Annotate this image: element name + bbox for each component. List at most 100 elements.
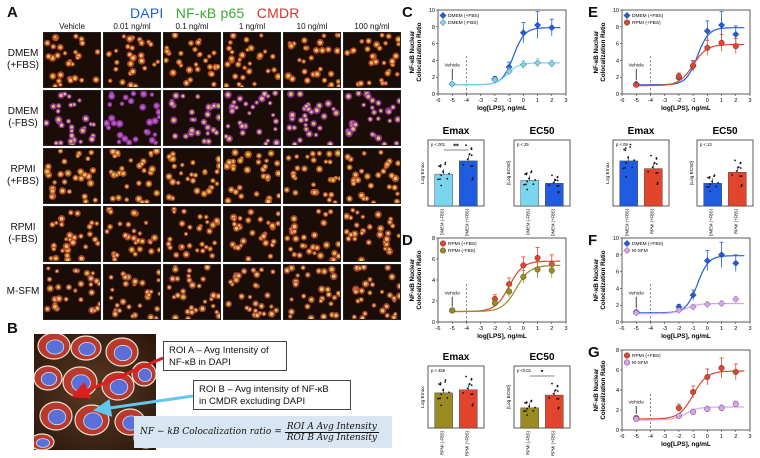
roi-b-arrow <box>93 394 194 417</box>
plot-frame <box>427 139 485 207</box>
y-axis-label: [Log EC50] <box>506 161 512 185</box>
x-tick-label: -1 <box>507 326 512 332</box>
y-tick-label: 6 <box>432 42 435 48</box>
vehicle-annotation: Vehicle <box>444 62 460 68</box>
replicate-dot <box>715 185 718 188</box>
replicate-dot <box>534 179 536 181</box>
legend-entry: RPMI (-FBS) <box>448 248 476 254</box>
x-tick-label: -5 <box>634 434 639 440</box>
y-tick-label: 10 <box>613 8 619 14</box>
replicate-dot <box>739 175 742 178</box>
x-tick-label: -2 <box>676 434 681 440</box>
y-tick-label: 4 <box>616 286 619 292</box>
data-point <box>548 24 556 32</box>
replicate-dot <box>448 391 450 394</box>
data-point <box>448 80 456 88</box>
replicate-dot <box>462 163 464 166</box>
x-axis-label: log[LPS], ng/mL <box>477 105 527 112</box>
fit-curve <box>449 62 561 86</box>
plot-frame <box>513 365 571 429</box>
formula-fraction: ROI A Avg Intensity ROI B Avg Intensity <box>284 422 379 443</box>
x-tick-label: 3 <box>564 98 567 104</box>
replicate-dot <box>655 163 658 165</box>
x-tick-label: -4 <box>648 326 653 332</box>
p-value: p <0.01 <box>517 368 532 373</box>
bar <box>459 160 478 207</box>
x-tick-label: -4 <box>648 98 653 104</box>
replicate-dot <box>552 181 555 184</box>
data-point <box>534 254 541 261</box>
replicate-dot <box>709 190 712 193</box>
data-point <box>449 307 456 314</box>
replicate-dot <box>656 181 659 184</box>
data-point <box>732 295 740 303</box>
x-tick-label: 2 <box>734 434 737 440</box>
stain-label-nfkb: NF-κB p65 <box>175 5 245 21</box>
y-axis-label: Colocalization Ratio <box>600 360 607 419</box>
x-axis-label: log[LPS], ng/mL <box>477 333 527 340</box>
replicate-dot <box>470 393 473 396</box>
replicate-dot <box>525 183 527 186</box>
replicate-dot <box>471 178 474 181</box>
roi-b-line2: in CMDR excluding DAPI <box>199 396 306 407</box>
plot-frame <box>621 9 751 95</box>
y-tick-label: 0 <box>616 428 619 434</box>
x-tick-label: -6 <box>620 326 625 332</box>
plot-frame <box>437 9 567 95</box>
colocalization-formula: NF − kB Colocalization ratio = ROI A Avg… <box>134 416 392 448</box>
replicate-dot <box>437 178 439 181</box>
data-point <box>704 406 711 413</box>
x-tick-label: 3 <box>564 326 567 332</box>
bar-category-label: RPMI (+FBS) <box>733 208 738 234</box>
x-tick-label: 2 <box>550 326 553 332</box>
x-tick-label: -6 <box>620 434 625 440</box>
data-point <box>623 12 631 19</box>
replicate-dot <box>444 163 446 166</box>
replicate-dot <box>655 172 658 174</box>
bar-chart-title: EC50 <box>529 352 554 363</box>
data-point <box>718 21 726 29</box>
y-tick-label: 2 <box>616 408 619 414</box>
replicate-dot <box>530 171 532 174</box>
data-point <box>718 365 725 372</box>
fit-curve <box>633 302 745 315</box>
replicate-dot <box>526 407 529 410</box>
cell-nucleus <box>40 372 58 387</box>
micrograph-tile <box>283 206 341 262</box>
panel-letter-e: E <box>588 4 599 21</box>
bar-chart-title: Emax <box>443 352 470 363</box>
x-tick-label: -4 <box>648 434 653 440</box>
data-point <box>689 303 697 311</box>
replicate-dot <box>530 170 533 173</box>
x-tick-label: 2 <box>734 326 737 332</box>
data-point <box>690 389 697 396</box>
column-header: Vehicle <box>59 22 85 31</box>
cell-nucleus <box>109 378 129 396</box>
replicate-dot <box>525 410 527 412</box>
bar-category-label: DMEM (-FBS) <box>526 208 531 235</box>
formula-left: NF − kB Colocalization ratio = <box>140 427 282 437</box>
replicate-dot <box>440 393 443 396</box>
bar-category-label: RPMI (+FBS) <box>550 430 555 456</box>
data-point <box>548 60 556 68</box>
replicate-dot <box>471 403 474 405</box>
y-axis-label: [Log EC50] <box>689 161 695 185</box>
y-tick-label: 10 <box>613 236 619 242</box>
data-point <box>732 369 739 376</box>
data-point <box>534 266 541 273</box>
fit-curve <box>633 255 745 314</box>
replicate-dot <box>706 186 708 189</box>
bar <box>644 168 663 207</box>
y-tick-label: 2 <box>616 75 619 81</box>
replicate-dot <box>554 389 557 391</box>
y-tick-label: 4 <box>616 388 619 394</box>
replicate-dot <box>437 397 439 400</box>
data-point <box>690 62 697 69</box>
micrograph-tile <box>343 264 401 320</box>
data-point <box>690 409 697 416</box>
dose-response-chart-c: 0 2 4 6 8 10 -6 -5 -4 -3 -2 -1 0 1 2 3 log[LPS], ng/mL NF… <box>409 8 568 112</box>
y-tick-label: 2 <box>616 303 619 309</box>
data-point <box>732 43 739 50</box>
micrograph-tile <box>283 32 341 88</box>
stain-label-cmdr: CMDR <box>256 5 300 21</box>
